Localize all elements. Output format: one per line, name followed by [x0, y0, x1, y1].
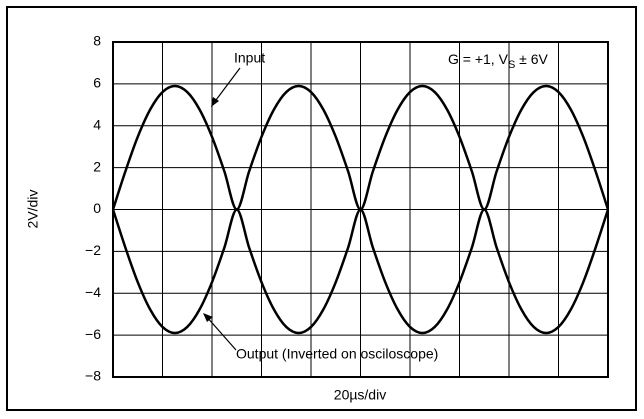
y-tick-label: 2	[93, 158, 101, 174]
y-tick-label: −2	[85, 242, 101, 258]
x-axis-label: 20µs/div	[334, 387, 386, 403]
line-series	[111, 208, 610, 335]
arrow-head	[203, 313, 213, 322]
annotation-arrow	[212, 67, 241, 105]
y-axis-label: 2V/div	[25, 190, 41, 229]
y-tick-label: 6	[93, 75, 101, 91]
y-tick-label: −6	[85, 326, 101, 342]
y-tick-label: −8	[85, 368, 101, 384]
y-tick-label: 8	[93, 33, 101, 49]
condition-label: G = +1, VS ± 6V	[448, 51, 549, 71]
y-tick-label: 4	[93, 116, 101, 132]
condition-sub: S	[508, 59, 515, 71]
frame	[6, 6, 637, 411]
arrow-head	[211, 97, 219, 107]
y-tick-label: −4	[85, 284, 101, 300]
legend-label: Output (Inverted on osciloscope)	[236, 346, 438, 362]
legend-label: Input	[234, 50, 265, 66]
annotation-arrow	[205, 315, 237, 351]
condition-tail: ± 6V	[515, 51, 548, 67]
y-tick-label: 0	[93, 200, 101, 216]
condition-main: G = +1, V	[448, 51, 509, 67]
